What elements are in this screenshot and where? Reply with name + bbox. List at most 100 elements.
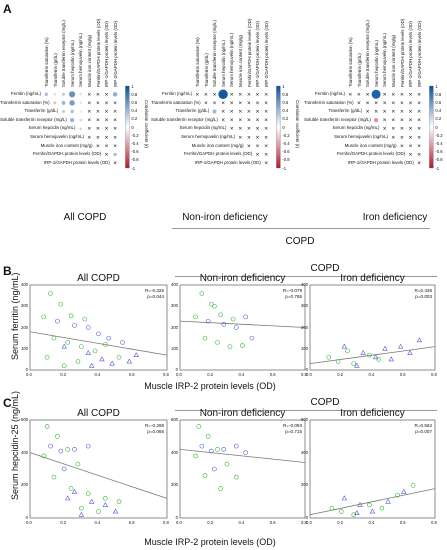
matrix-row-label: Serum hemojuvelin (ng/mL) [334,134,388,139]
data-point-triangle [64,495,71,501]
nonsignificant-cross-mark: × [87,117,91,124]
data-point-triangle [407,349,413,355]
regression-line [29,331,168,356]
data-point-triangle [354,362,360,368]
data-point-circle [218,312,223,318]
correlation-circle [61,100,66,105]
nonsignificant-cross-mark: × [105,126,109,133]
correlation-circle [79,93,82,96]
colorbar-tick: -0.8 [131,157,139,163]
nonsignificant-cross-mark: × [417,152,421,159]
matrix-column-label: IRP-1/GAPDH protein levels (OD) [104,21,110,87]
data-point-circle [96,509,101,514]
scatter-title: All COPD [77,408,120,419]
y-tick-label: 200 [171,482,178,488]
nonsignificant-cross-mark: × [264,91,268,98]
x-tick-label: 0.2 [207,372,214,377]
x-tick-label: 0.8 [431,372,437,377]
data-point-circle [215,447,220,452]
nonsignificant-cross-mark: × [264,100,268,107]
data-point-circle [193,453,198,459]
matrix-column-label: Soluble transferrin receptor (mg/L) [212,20,218,87]
y-tick-label: 200 [21,482,28,488]
scatter-title: All COPD [77,273,120,284]
nonsignificant-cross-mark: × [400,143,404,150]
nonsignificant-cross-mark: × [247,126,251,133]
nonsignificant-cross-mark: × [391,100,395,107]
nonsignificant-cross-mark: × [230,117,234,124]
nonsignificant-cross-mark: × [409,134,413,141]
nonsignificant-cross-mark: × [113,134,117,141]
matrix-row-label: Ferritin (ng/mL) [314,91,345,96]
data-point-triangle [88,362,95,368]
nonsignificant-cross-mark: × [383,109,387,116]
r-value: R=0.562 [414,423,433,428]
data-point-triangle [102,501,109,507]
p-value: p=0.003 [415,294,432,299]
data-point-triangle [354,510,360,515]
data-point-circle [218,486,223,491]
colorbar-tick: 0.8 [435,91,442,97]
nonsignificant-cross-mark: × [113,109,117,116]
data-point-circle [116,354,122,360]
correlation-circle [53,93,57,96]
matrix-row-label: Soluble transferrin receptor (mg/L) [150,116,218,122]
nonsignificant-cross-mark: × [113,126,117,133]
nonsignificant-cross-mark: × [87,109,91,116]
x-tick-label: 0.2 [207,520,214,525]
data-point-circle [41,314,46,320]
x-tick-label: 0.4 [238,520,245,525]
matrix-column-label: Serum hemojuvelin (ng/mL) [229,33,235,87]
nonsignificant-cross-mark: × [87,126,91,133]
nonsignificant-cross-mark: × [113,100,117,107]
matrix-column-label: Ferritin/GAPDH protein levels (OD) [399,18,405,87]
y-tick-label: 200 [21,324,28,330]
matrix-row-label: Ferritin (ng/mL) [10,91,41,96]
data-point-circle [116,499,122,504]
p-value: p=0.765 [285,294,302,299]
matrix-row-label: IRP-1/GAPDH protein levels (OD) [194,159,261,165]
matrix-column-label: Transferrin saturation (%) [195,37,200,87]
y-tick-label: 100 [301,345,308,351]
colorbar [429,85,434,169]
matrix-row-label: IRP-1/GAPDH protein levels (OD) [43,159,110,165]
nonsignificant-cross-mark: × [256,134,260,141]
panel-b-ylabel: Serum ferritin (ng/mL) [10,272,20,360]
nonsignificant-cross-mark: × [391,117,395,124]
data-point-triangle [360,349,366,355]
colorbar-tick: -1 [282,165,287,171]
nonsignificant-cross-mark: × [105,109,109,116]
matrix-column-label: IRP-1/GAPDH protein levels (OD) [255,21,261,87]
data-point-circle [199,291,205,296]
data-point-circle [41,453,46,459]
nonsignificant-cross-mark: × [409,109,413,116]
y-tick-label: 300 [301,303,308,309]
data-point-circle [233,474,239,480]
data-point-circle [410,483,416,488]
correlation-stats: R=0.562 p=0.007 [415,423,433,435]
nonsignificant-cross-mark: × [105,91,109,98]
nonsignificant-cross-mark: × [366,91,370,98]
correlation-circle [218,89,228,100]
data-point-circle [72,323,77,328]
colorbar-tick: 0.4 [131,108,138,114]
x-tick-label: 0.4 [238,372,245,377]
nonsignificant-cross-mark: × [113,160,117,167]
panel-b-copd-bracket [175,276,437,277]
data-point-circle [58,448,64,454]
data-point-circle [379,505,385,511]
matrix-column-label: Serum hepcidin (ng/mL) [69,40,75,87]
data-point-circle [221,447,227,452]
nonsignificant-cross-mark: × [417,109,421,116]
scatter-plot [179,419,306,519]
nonsignificant-cross-mark: × [105,143,109,150]
data-point-circle [208,301,214,307]
data-point-circle [240,343,245,348]
matrix-row-label: Transferrin (g/dL) [328,108,363,114]
data-point-circle [227,344,233,349]
correlation-circle [62,92,65,96]
panel-a-group-iron: Iron deficiency [362,212,428,223]
nonsignificant-cross-mark: × [247,100,251,107]
correlation-circle [112,92,118,97]
nonsignificant-cross-mark: × [87,91,91,98]
